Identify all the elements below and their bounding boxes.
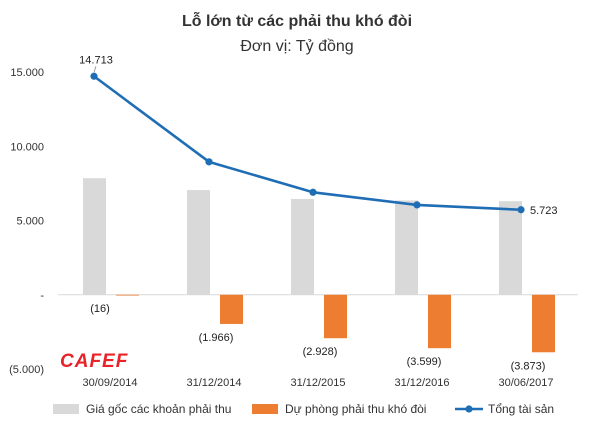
bar-gross-receivables — [499, 201, 522, 295]
total-assets-line — [93, 75, 522, 212]
svg-text:CAFEF: CAFEF — [60, 351, 129, 372]
total-assets-point — [309, 188, 317, 196]
total-assets-data-label: 14.713 — [79, 54, 113, 66]
legend: Giá gốc các khoản phải thu Dự phòng phải … — [53, 402, 554, 416]
bar-provision — [324, 294, 347, 339]
chart-title: Lỗ lớn từ các phải thu khó đòi — [182, 11, 412, 30]
chart-subtitle: Đơn vị: Tỷ đồng — [240, 38, 353, 55]
bar-provision — [532, 294, 555, 353]
y-tick-label: 15.000 — [10, 67, 44, 79]
x-tick-label: 30/06/2017 — [498, 377, 553, 389]
bar-gross-receivables — [83, 178, 106, 295]
legend-label: Tổng tài sản — [488, 402, 554, 416]
x-tick-label: 30/09/2014 — [82, 377, 137, 389]
provision-data-label: (1.966) — [199, 332, 234, 344]
cafef-logo: CAFEF — [58, 350, 162, 372]
bar-provision — [116, 294, 139, 296]
total-assets-data-label: 5.723 — [530, 205, 558, 217]
total-assets-point — [517, 206, 525, 214]
y-tick-label: 5.000 — [16, 216, 44, 228]
label-leader-line — [93, 66, 97, 73]
total-assets-point — [90, 72, 98, 80]
legend-label: Giá gốc các khoản phải thu — [86, 402, 231, 416]
provision-data-label: (2.928) — [303, 346, 338, 358]
line-series — [90, 72, 525, 214]
x-tick-label: 31/12/2016 — [394, 377, 449, 389]
y-axis: 15.000 10.000 5.000 - (5.000) — [9, 67, 44, 376]
total-assets-point — [413, 201, 421, 209]
y-tick-label: - — [40, 290, 44, 302]
data-labels: (16) (1.966) (2.928) (3.599) (3.873) 14.713 5.… — [79, 54, 557, 372]
bars — [83, 178, 555, 353]
y-tick-label: 10.000 — [10, 141, 44, 153]
y-tick-label: (5.000) — [9, 364, 44, 376]
bar-gross-receivables — [291, 198, 314, 295]
bar-gross-receivables — [187, 190, 210, 295]
x-tick-label: 31/12/2014 — [186, 377, 241, 389]
legend-swatch — [252, 404, 278, 414]
provision-data-label: (16) — [90, 303, 110, 315]
bar-gross-receivables — [395, 200, 418, 295]
legend-marker — [465, 405, 473, 413]
legend-label: Dự phòng phải thu khó đòi — [285, 402, 426, 416]
provision-data-label: (3.599) — [407, 356, 442, 368]
total-assets-point — [205, 158, 213, 166]
provision-data-label: (3.873) — [511, 360, 546, 372]
bar-provision — [220, 294, 243, 324]
x-axis: 30/09/2014 31/12/2014 31/12/2015 31/12/2016… — [82, 377, 553, 389]
bar-provision — [428, 294, 451, 349]
legend-swatch — [53, 404, 79, 414]
x-tick-label: 31/12/2015 — [290, 377, 345, 389]
